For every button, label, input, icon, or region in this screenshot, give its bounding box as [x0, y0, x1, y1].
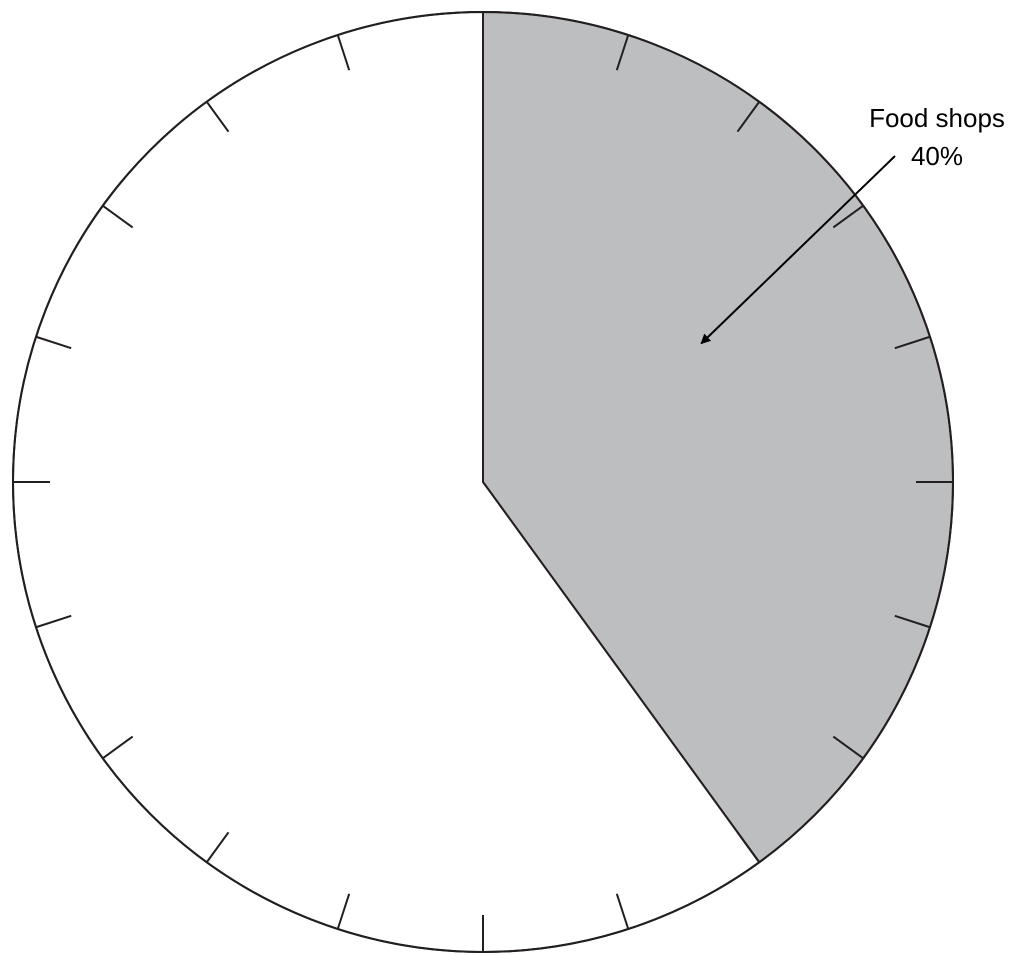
slice-label: Food shops — [869, 103, 1005, 133]
tick-mark — [736, 831, 761, 863]
tick-mark — [35, 614, 72, 629]
tick-mark — [832, 735, 864, 760]
tick-mark — [336, 34, 351, 71]
tick-mark — [894, 614, 931, 629]
tick-mark — [894, 335, 931, 350]
tick-mark — [736, 101, 761, 133]
tick-mark — [205, 101, 230, 133]
tick-mark — [615, 893, 630, 930]
tick-mark — [832, 204, 864, 229]
slice-value-label: 40% — [911, 141, 963, 171]
tick-mark — [102, 204, 134, 229]
tick-mark — [205, 831, 230, 863]
tick-mark — [615, 34, 630, 71]
pie-outline — [12, 11, 954, 953]
tick-mark — [35, 335, 72, 350]
tick-mark — [102, 735, 134, 760]
tick-mark — [336, 893, 351, 930]
annotation-arrow — [700, 155, 896, 345]
